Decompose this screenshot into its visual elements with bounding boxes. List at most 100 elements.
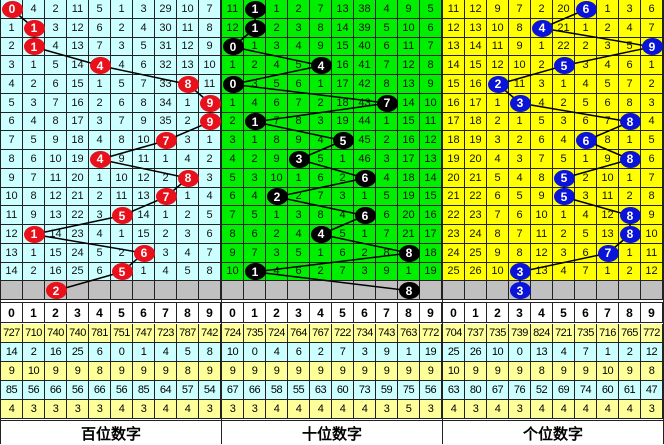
omission-cell: 14 [398,93,420,113]
omission-cell: 4 [23,112,45,132]
omission-cell: 6 [376,206,398,225]
stat-cell: 12 [641,343,663,362]
draw-ball: 7 [597,244,619,262]
stat-cell: 735 [244,324,266,343]
omission-cell: 16 [420,206,442,225]
stat-cell: 4 [155,343,177,362]
stat-cell: 3 [376,400,398,419]
draw-ball: 5 [111,207,133,225]
omission-cell: 6 [332,243,354,263]
omission-cell: 10 [177,0,199,19]
omission-cell: 2 [531,56,553,75]
omission-cell: 9 [420,75,442,94]
omission-cell: 24 [67,243,89,263]
omission-cell: 12 [67,18,89,38]
draw-ball: 8 [619,113,641,131]
digit-header: 4 [89,302,111,323]
omission-cell: 1 [553,206,575,225]
stat-cell: 9 [354,362,376,381]
stat-cell: 740 [67,324,89,343]
omission-cell: 11 [199,75,221,94]
draw-ball: 3 [509,263,531,281]
omission-cell: 21 [465,168,487,188]
omission-cell: 2 [641,75,663,94]
prediction-ball: 8 [398,282,420,300]
draw-ball: 2 [266,188,288,206]
omission-cell: 2 [619,187,641,207]
stat-cell: 9 [420,362,442,381]
prediction-cell [288,281,310,300]
omission-cell: 7 [509,0,531,19]
omission-cell: 1 [641,56,663,75]
omission-cell: 7 [111,112,133,132]
omission-cell: 5 [1,93,23,113]
omission-cell: 1 [23,56,45,75]
omission-cell: 8 [509,243,531,263]
omission-cell: 5 [575,225,597,244]
stat-cell: 9 [244,362,266,381]
stat-cell: 704 [443,324,465,343]
omission-cell: 4 [111,56,133,75]
stat-cell: 64 [155,381,177,400]
omission-cell: 4 [376,0,398,19]
omission-cell: 23 [67,225,89,244]
omission-cell: 5 [619,37,641,57]
omission-cell: 5 [199,206,221,225]
omission-cell: 2 [199,150,221,169]
omission-cell: 4 [553,262,575,282]
digit-header: 5 [332,302,354,323]
omission-cell: 2 [531,0,553,19]
omission-cell: 18 [67,131,89,150]
omission-cell: 3 [354,262,376,282]
prediction-cell [354,281,376,300]
stat-cell: 4 [266,343,288,362]
digit-header: 0 [222,302,244,323]
stat-cell: 747 [133,324,155,343]
omission-cell: 3 [111,37,133,57]
omission-cell: 2 [575,37,597,57]
omission-cell: 8 [199,262,221,282]
omission-cell: 17 [443,112,465,132]
omission-cell: 1 [111,225,133,244]
omission-cell: 10 [531,206,553,225]
omission-cell: 3 [553,243,575,263]
omission-cell: 7 [23,168,45,188]
omission-cell: 9 [531,187,553,207]
prediction-cell [89,281,111,300]
omission-cell: 7 [376,56,398,75]
prediction-cell [67,281,89,300]
stat-cell: 3 [23,400,45,419]
omission-cell: 24 [465,225,487,244]
omission-cell: 1 [332,150,354,169]
omission-cell: 25 [443,262,465,282]
omission-cell: 31 [155,37,177,57]
omission-cell: 1 [244,131,266,150]
omission-cell: 2 [111,18,133,38]
omission-cell: 15 [133,225,155,244]
draw-ball: 8 [177,75,199,93]
omission-cell: 2 [244,56,266,75]
omission-cell: 1 [619,243,641,263]
omission-cell: 3 [487,131,509,150]
omission-cell: 17 [465,93,487,113]
panel-title: 百位数字 [1,420,221,445]
prediction-cell [133,281,155,300]
stat-cell: 73 [354,381,376,400]
omission-cell: 18 [398,168,420,188]
prediction-cell [222,281,244,300]
stat-cell: 66 [244,381,266,400]
omission-cell: 11 [443,0,465,19]
omission-cell: 2 [111,243,133,263]
stat-cell: 9 [45,362,67,381]
omission-cell: 4 [266,262,288,282]
draw-ball: 1 [244,113,266,131]
omission-cell: 2 [23,75,45,94]
stat-cell: 721 [553,324,575,343]
stat-cell: 67 [487,381,509,400]
omission-cell: 4 [288,37,310,57]
stat-cell: 9 [111,362,133,381]
draw-ball: 0 [222,38,244,56]
omission-cell: 3 [310,112,332,132]
stat-cell: 9 [376,362,398,381]
omission-cell: 4 [244,93,266,113]
